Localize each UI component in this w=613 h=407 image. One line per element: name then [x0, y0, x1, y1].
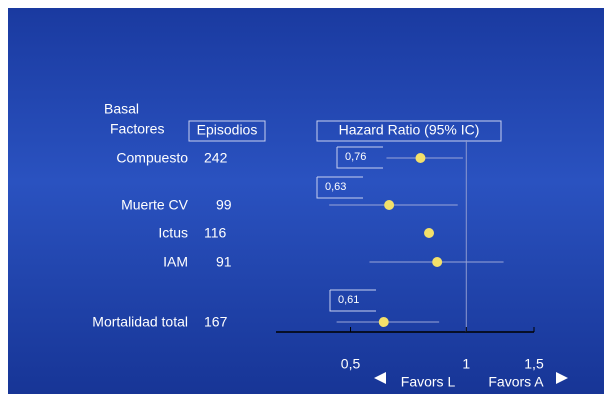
point: [432, 257, 443, 267]
background: [8, 8, 604, 394]
count: 242: [204, 150, 228, 166]
x-tick-label: 0,5: [341, 356, 361, 372]
row-label: Ictus: [158, 225, 188, 241]
value-label: 0,61: [338, 294, 359, 306]
row-header: Factores: [110, 121, 164, 137]
count: 91: [216, 254, 232, 270]
arrow-left: [374, 372, 386, 384]
arrow-right: [556, 372, 568, 384]
count: 116: [204, 225, 227, 241]
left-label: Favors L: [401, 374, 456, 390]
count-header: Episodios: [197, 122, 258, 138]
row-label: Mortalidad total: [92, 314, 188, 330]
axis-header: Hazard Ratio (95% IC): [339, 122, 480, 138]
header-box: [316, 120, 502, 142]
count: 167: [204, 314, 228, 330]
x-tick-label: 1,5: [524, 356, 544, 372]
row-label: IAM: [163, 254, 188, 270]
x-tick-label: 1: [462, 356, 470, 372]
count: 99: [216, 197, 232, 213]
row-label: Compuesto: [116, 150, 188, 166]
right-label: Favors A: [488, 374, 544, 390]
row-label: Muerte CV: [121, 197, 189, 213]
point: [424, 228, 435, 238]
label-box: [316, 176, 363, 199]
label-box: [336, 146, 383, 169]
value-label: 0,76: [345, 151, 366, 163]
header-box: [188, 120, 266, 142]
row-header: Basal: [104, 101, 139, 117]
point: [378, 317, 389, 327]
point: [384, 200, 395, 210]
value-label: 0,63: [325, 181, 346, 193]
point: [415, 153, 426, 163]
label-box: [329, 289, 376, 312]
